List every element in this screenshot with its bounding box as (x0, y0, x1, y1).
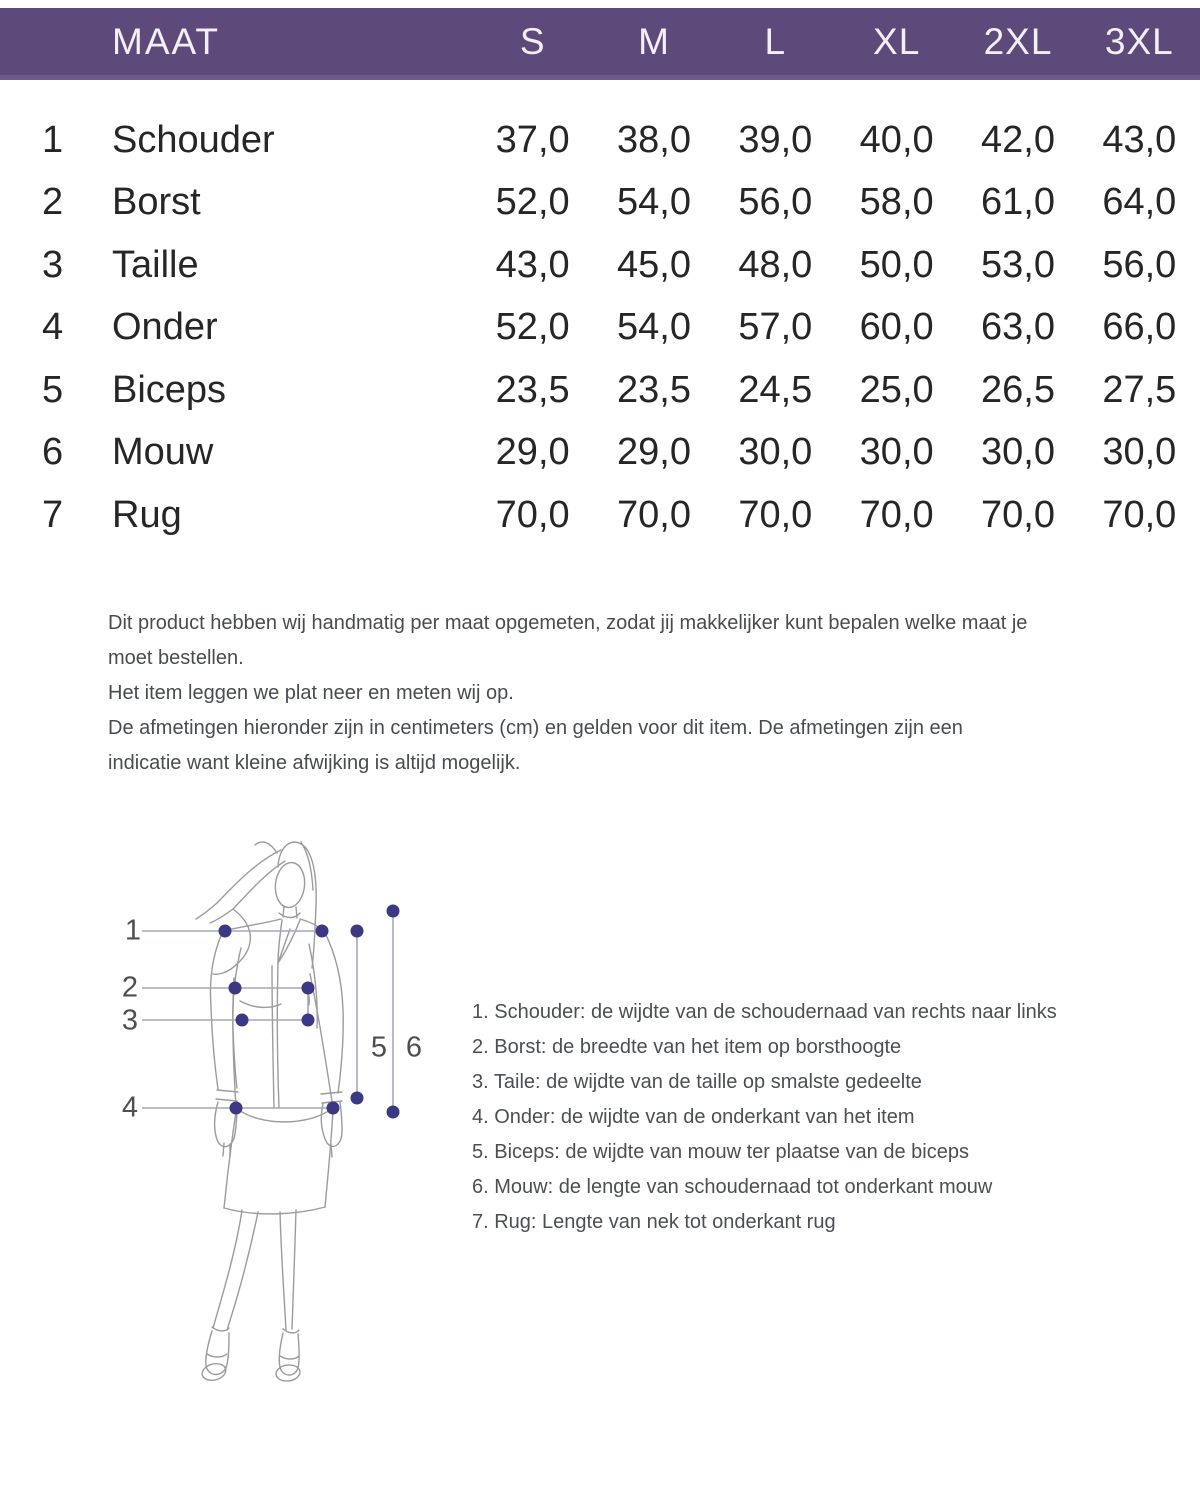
note-line: Het item leggen we plat neer en meten wi… (108, 682, 514, 704)
cell-value: 26,5 (981, 368, 1055, 411)
cell-value: 52,0 (495, 306, 570, 349)
cell-value: 23,5 (495, 368, 570, 411)
figure-sketch-image (142, 841, 400, 1382)
cell-value: 39,0 (738, 118, 813, 161)
row-number: 5 (42, 368, 64, 411)
size-column-l: L (764, 20, 787, 62)
cell-value: 43,0 (1102, 118, 1177, 161)
size-column-2xl: 2XL (983, 20, 1053, 62)
legend-item-borst: 2. Borst: de breedte van het item op bor… (472, 1036, 902, 1058)
cell-value: 42,0 (981, 118, 1055, 161)
cell-value: 37,0 (495, 118, 570, 161)
marker-label-3: 3 (121, 1004, 139, 1037)
size-column-xl: XL (873, 20, 921, 62)
table-row-taille: 3 Taille 43,0 45,0 48,0 50,0 53,0 56,0 (0, 234, 1200, 297)
row-label: Mouw (112, 431, 214, 474)
cell-value: 57,0 (738, 306, 813, 349)
cell-value: 30,0 (738, 431, 813, 474)
cell-value: 70,0 (1102, 493, 1177, 536)
note-line: De afmetingen hieronder zijn in centimet… (108, 717, 963, 739)
row-label: Rug (112, 493, 182, 536)
size-column-m: M (638, 20, 670, 62)
size-column-s: S (519, 20, 546, 62)
row-label: Taille (112, 243, 199, 286)
row-number: 4 (42, 306, 64, 349)
row-number: 7 (42, 493, 64, 536)
row-label: Onder (112, 306, 218, 349)
cell-value: 23,5 (617, 368, 691, 411)
legend-item-mouw: 6. Mouw: de lengte van schoudernaad tot … (472, 1176, 993, 1198)
cell-value: 56,0 (1102, 243, 1177, 286)
marker-label-4: 4 (121, 1091, 139, 1124)
marker-label-1: 1 (124, 914, 142, 947)
cell-value: 60,0 (859, 306, 934, 349)
cell-value: 30,0 (981, 431, 1055, 474)
table-row-onder: 4 Onder 52,0 54,0 57,0 60,0 63,0 66,0 (0, 297, 1200, 360)
note-line: moet bestellen. (108, 647, 244, 669)
cell-value: 53,0 (981, 243, 1055, 286)
row-label: Schouder (112, 118, 275, 161)
cell-value: 29,0 (495, 431, 570, 474)
table-row-schouder: 1 Schouder 37,0 38,0 39,0 40,0 42,0 43,0 (0, 109, 1200, 172)
row-label: Biceps (112, 368, 227, 411)
table-row-mouw: 6 Mouw 29,0 29,0 30,0 30,0 30,0 30,0 (0, 422, 1200, 485)
cell-value: 61,0 (981, 181, 1055, 224)
cell-value: 64,0 (1102, 181, 1177, 224)
table-row-rug: 7 Rug 70,0 70,0 70,0 70,0 70,0 70,0 (0, 484, 1200, 547)
measurement-table: 1 Schouder 37,0 38,0 39,0 40,0 42,0 43,0… (0, 109, 1200, 547)
cell-value: 70,0 (617, 493, 691, 536)
cell-value: 40,0 (859, 118, 934, 161)
row-number: 6 (42, 431, 64, 474)
size-column-3xl: 3XL (1104, 20, 1174, 62)
note-line: Dit product hebben wij handmatig per maa… (108, 612, 1028, 634)
cell-value: 58,0 (859, 181, 934, 224)
size-header-title: MAAT (112, 20, 221, 62)
cell-value: 70,0 (981, 493, 1055, 536)
row-number: 2 (42, 181, 64, 224)
table-row-borst: 2 Borst 52,0 54,0 56,0 58,0 61,0 64,0 (0, 172, 1200, 235)
measurement-diagram (100, 810, 470, 1400)
cell-value: 25,0 (859, 368, 934, 411)
cell-value: 56,0 (738, 181, 813, 224)
cell-value: 30,0 (1102, 431, 1177, 474)
cell-value: 70,0 (738, 493, 813, 536)
cell-value: 27,5 (1102, 368, 1177, 411)
legend-item-onder: 4. Onder: de wijdte van de onderkant van… (472, 1106, 915, 1128)
row-number: 1 (42, 118, 64, 161)
legend-item-schouder: 1. Schouder: de wijdte van de schouderna… (472, 1001, 1057, 1023)
legend-item-biceps: 5. Biceps: de wijdte van mouw ter plaats… (472, 1141, 969, 1163)
table-row-biceps: 5 Biceps 23,5 23,5 24,5 25,0 26,5 27,5 (0, 359, 1200, 422)
measurement-legend: 1. Schouder: de wijdte van de schouderna… (472, 995, 1152, 1240)
row-number: 3 (42, 243, 64, 286)
measure-lines (142, 911, 394, 1112)
cell-value: 29,0 (617, 431, 691, 474)
measurement-notes: Dit product hebben wij handmatig per maa… (108, 606, 1108, 781)
cell-value: 45,0 (617, 243, 691, 286)
cell-value: 30,0 (859, 431, 934, 474)
cell-value: 63,0 (981, 306, 1055, 349)
cell-value: 70,0 (495, 493, 570, 536)
marker-label-2: 2 (121, 971, 139, 1004)
cell-value: 52,0 (495, 181, 570, 224)
marker-label-6: 6 (405, 1031, 423, 1064)
marker-label-5: 5 (370, 1031, 388, 1064)
note-line: indicatie want kleine afwijking is altij… (108, 752, 521, 774)
cell-value: 50,0 (859, 243, 934, 286)
cell-value: 70,0 (859, 493, 934, 536)
cell-value: 54,0 (617, 306, 691, 349)
legend-item-taille: 3. Taile: de wijdte van de taille op sma… (472, 1071, 922, 1093)
cell-value: 38,0 (617, 118, 691, 161)
cell-value: 43,0 (495, 243, 570, 286)
size-chart-header-bar: MAAT S M L XL 2XL 3XL (0, 8, 1200, 80)
cell-value: 66,0 (1102, 306, 1177, 349)
legend-item-rug: 7. Rug: Lengte van nek tot onderkant rug (472, 1211, 836, 1233)
cell-value: 24,5 (738, 368, 813, 411)
cell-value: 48,0 (738, 243, 813, 286)
measure-dots (218, 904, 400, 1119)
cell-value: 54,0 (617, 181, 691, 224)
row-label: Borst (112, 181, 201, 224)
